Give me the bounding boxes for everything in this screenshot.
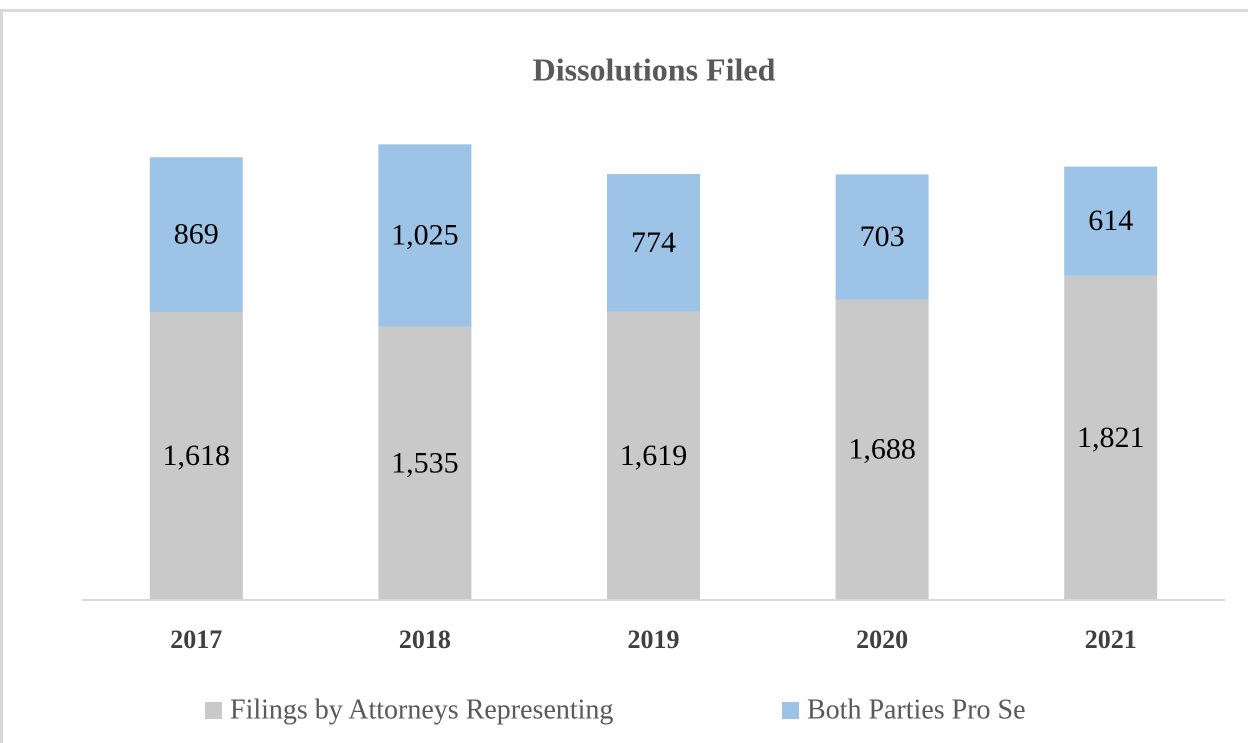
legend-swatch — [205, 702, 222, 719]
data-label: 1,535 — [391, 446, 459, 479]
data-label: 614 — [1088, 204, 1133, 237]
bar-segment — [1064, 275, 1158, 600]
bar-segment — [835, 299, 929, 600]
x-tick-label: 2019 — [628, 625, 680, 654]
bar-segment — [149, 157, 243, 312]
data-label: 774 — [631, 226, 676, 259]
bar-segment — [1064, 166, 1158, 276]
data-label: 1,618 — [163, 439, 231, 472]
data-label: 1,688 — [848, 433, 916, 466]
x-tick-label: 2018 — [399, 625, 451, 654]
bar-segment — [607, 311, 700, 600]
data-label: 1,821 — [1077, 421, 1145, 454]
data-label: 1,025 — [391, 218, 459, 251]
bar-segment — [378, 144, 472, 327]
legend-label: Both Parties Pro Se — [807, 694, 1026, 725]
data-label: 703 — [860, 220, 905, 253]
x-tick-label: 2017 — [170, 625, 222, 654]
x-tick-label: 2021 — [1085, 625, 1137, 654]
data-label: 1,619 — [620, 439, 688, 472]
bar-segment — [835, 174, 929, 300]
legend-swatch — [782, 702, 799, 719]
chart-title: Dissolutions Filed — [533, 51, 776, 87]
legend-label: Filings by Attorneys Representing — [230, 694, 613, 725]
bar-segment — [378, 326, 472, 600]
bar-segment — [607, 174, 700, 312]
x-tick-label: 2020 — [856, 625, 908, 654]
data-label: 869 — [174, 218, 219, 251]
bar-segment — [149, 311, 243, 600]
